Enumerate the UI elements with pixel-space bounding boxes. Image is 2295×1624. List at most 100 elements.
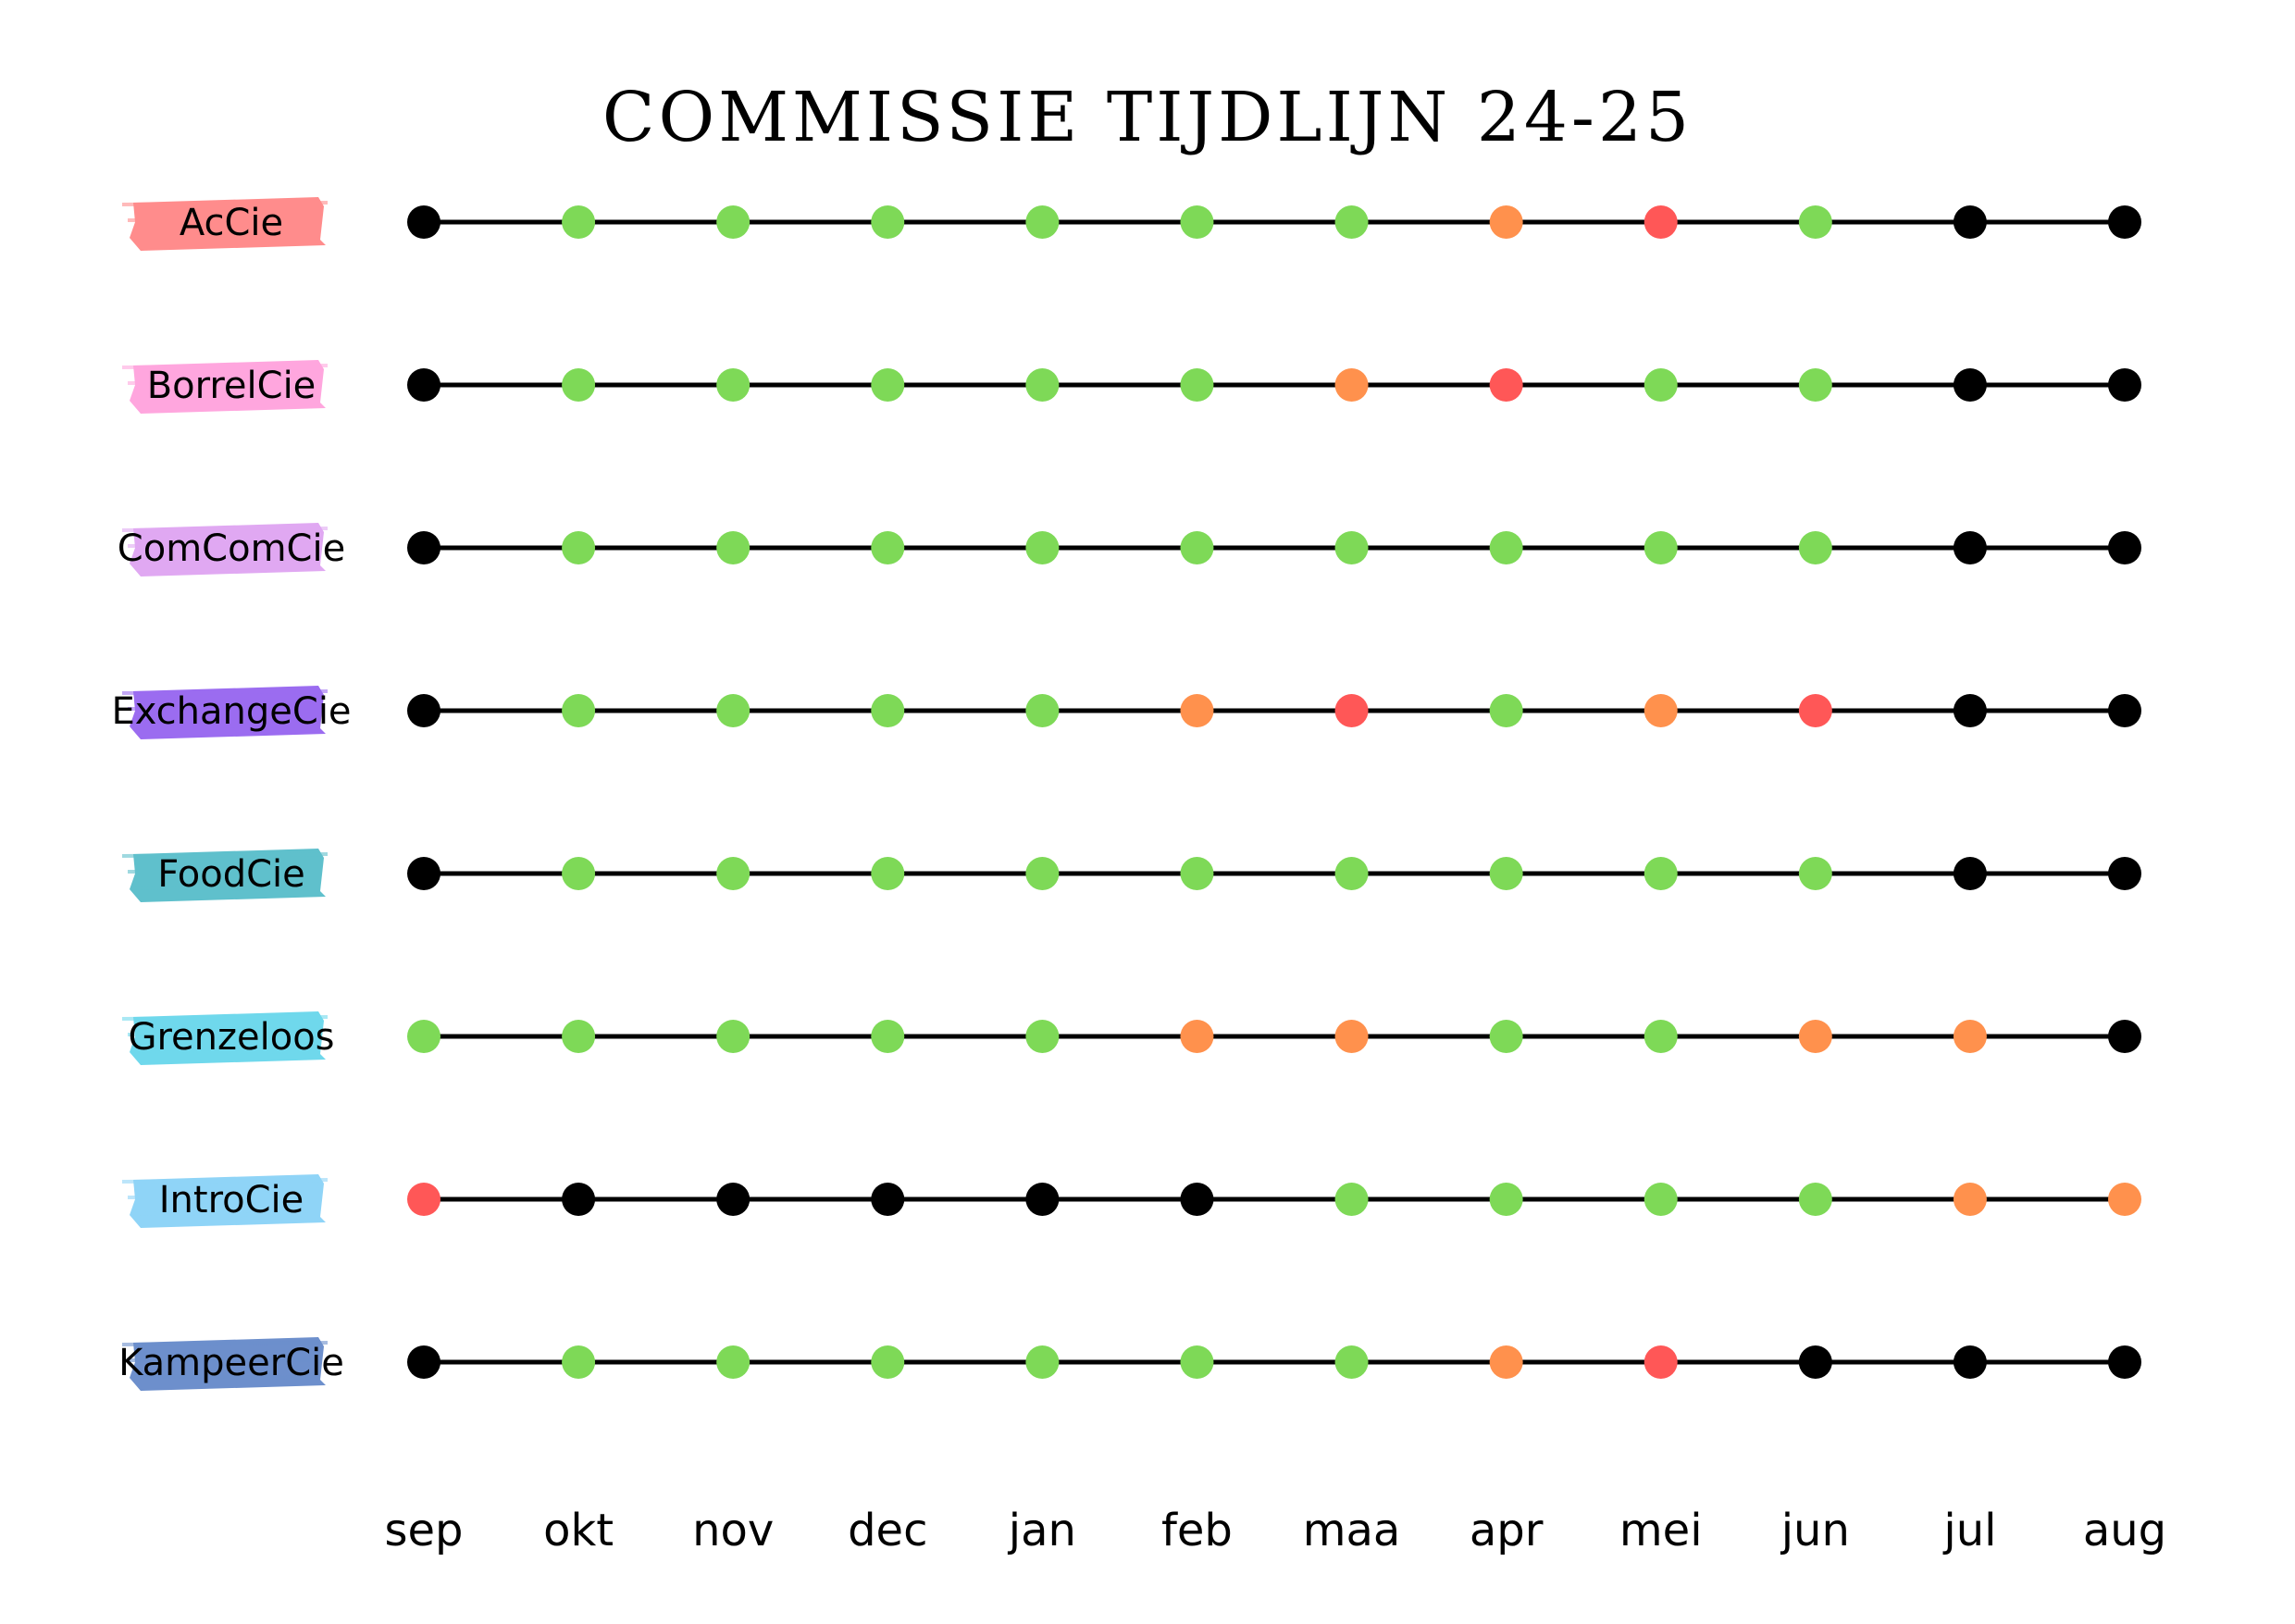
status-dot-orange [1334,368,1369,402]
month-tick-label: nov [692,1505,774,1556]
status-dot-green [871,1345,905,1379]
timeline-rows: AcCie BorrelCie ComComCie ExchangeCie FoodCi… [111,197,2141,1391]
status-dot-green [716,368,751,402]
month-tick-label: maa [1303,1505,1401,1556]
committee-label: BorrelCie [147,365,316,407]
status-dot-green [562,694,596,727]
status-dot-green [1798,857,1832,890]
status-dot-black [1953,368,1987,402]
status-dot-green [716,1020,751,1053]
label-brush-streak [121,1341,329,1346]
status-dot-green [1489,531,1523,564]
status-dot-black [1953,205,1987,239]
committee-label: ComComCie [118,527,345,570]
committee-label: FoodCie [157,853,305,896]
timeline-row: ComComCie [118,523,2141,576]
committee-label: ExchangeCie [111,690,351,733]
status-dot-green [1180,531,1214,564]
status-dot-black [407,531,440,564]
status-dot-black [2108,1020,2141,1053]
label-brush-streak [132,886,310,891]
status-dot-red [1489,368,1523,402]
month-tick-label: feb [1161,1505,1233,1556]
month-tick-label: apr [1470,1505,1544,1556]
status-dot-red [1644,205,1678,239]
status-dot-black [2108,694,2141,727]
status-dot-orange [1180,694,1214,727]
status-dot-green [716,205,751,239]
status-dot-green [871,531,905,564]
label-brush-streak [121,364,329,369]
label-brush-streak [132,234,310,240]
status-dot-black [1953,857,1987,890]
status-dot-green [1025,1345,1060,1379]
committee-label: IntroCie [159,1179,304,1221]
status-dot-green [1334,205,1369,239]
chart-title: COMMISSIE TIJDLIJN 24-25 [602,78,1693,157]
status-dot-black [1953,531,1987,564]
status-dot-green [1334,531,1369,564]
status-dot-green [1798,368,1832,402]
status-dot-green [562,1020,596,1053]
status-dot-black [1180,1183,1214,1216]
status-dot-black [2108,368,2141,402]
label-brush-streak [132,1374,310,1380]
status-dot-black [2108,531,2141,564]
label-brush-streak [132,1048,310,1054]
label-brush-streak [121,201,329,206]
status-dot-green [716,857,751,890]
month-tick-label: sep [384,1505,463,1556]
status-dot-green [871,368,905,402]
status-dot-green [871,694,905,727]
month-tick-label: jul [1942,1505,1996,1556]
status-dot-black [2108,857,2141,890]
status-dot-green [1025,694,1060,727]
month-axis: sep okt nov dec jan feb maa apr mei jun jul aug [384,1505,2166,1556]
status-dot-green [562,368,596,402]
status-dot-black [407,368,440,402]
status-dot-green [562,531,596,564]
status-dot-green [1644,1020,1678,1053]
status-dot-green [1025,857,1060,890]
committee-label: Grenzeloos [128,1016,334,1059]
status-dot-orange [1489,205,1523,239]
status-dot-black [2108,205,2141,239]
status-dot-green [1489,694,1523,727]
timeline-row: Grenzeloos [121,1011,2141,1065]
status-dot-green [562,857,596,890]
label-brush-streak [132,560,310,565]
status-dot-orange [1798,1020,1832,1053]
status-dot-green [562,205,596,239]
committee-label: KampeerCie [118,1342,344,1384]
status-dot-orange [2108,1183,2141,1216]
status-dot-green [716,531,751,564]
label-brush-streak [121,852,329,858]
status-dot-orange [1953,1183,1987,1216]
status-dot-orange [1644,694,1678,727]
status-dot-green [716,694,751,727]
label-brush-streak [121,1178,329,1184]
status-dot-green [1644,368,1678,402]
month-tick-label: aug [2083,1505,2166,1556]
label-brush-streak [121,1015,329,1021]
timeline-row: BorrelCie [121,360,2141,414]
status-dot-red [1798,694,1832,727]
status-dot-orange [1953,1020,1987,1053]
status-dot-green [1334,1183,1369,1216]
label-brush-streak [121,527,329,532]
committee-label: AcCie [180,202,283,244]
status-dot-black [716,1183,751,1216]
status-dot-green [1334,857,1369,890]
status-dot-black [407,205,440,239]
month-tick-label: dec [848,1505,927,1556]
status-dot-orange [1180,1020,1214,1053]
status-dot-green [1798,531,1832,564]
month-tick-label: jun [1780,1505,1850,1556]
status-dot-red [1334,694,1369,727]
status-dot-black [407,857,440,890]
status-dot-green [1025,368,1060,402]
status-dot-green [407,1020,440,1053]
status-dot-black [1953,1345,1987,1379]
status-dot-green [1489,1183,1523,1216]
